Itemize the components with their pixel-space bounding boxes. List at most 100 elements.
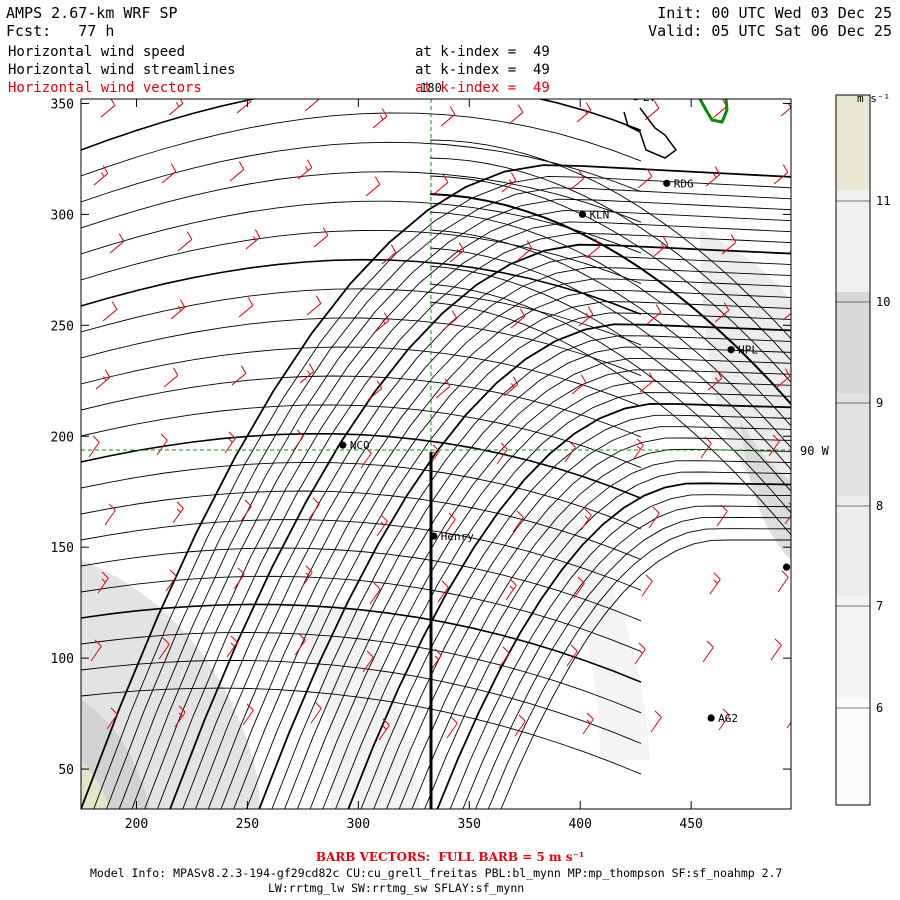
station-marker bbox=[707, 714, 715, 722]
streamline bbox=[373, 426, 791, 809]
wind-barb bbox=[109, 233, 125, 254]
wind-barb bbox=[313, 227, 329, 248]
wind-barb bbox=[310, 701, 322, 724]
wind-barb bbox=[88, 435, 100, 458]
streamline bbox=[169, 243, 791, 809]
wind-barb bbox=[367, 380, 383, 401]
streamline bbox=[233, 301, 791, 809]
wind-barb bbox=[571, 374, 587, 395]
streamline bbox=[131, 210, 791, 809]
streamline bbox=[449, 494, 791, 809]
streamline bbox=[81, 258, 642, 316]
station-marker bbox=[578, 210, 587, 218]
streamline bbox=[386, 437, 791, 809]
wind-barb bbox=[231, 365, 247, 386]
streamline bbox=[429, 157, 791, 362]
wind-barb bbox=[573, 576, 585, 599]
streamline bbox=[322, 380, 791, 809]
wind-barb bbox=[700, 436, 712, 459]
forecast-hour: Fcst: 77 h bbox=[6, 22, 115, 40]
wind-barb bbox=[156, 433, 168, 456]
wind-barb bbox=[299, 363, 315, 384]
streamline bbox=[429, 211, 791, 427]
wind-barb bbox=[768, 434, 780, 457]
y-tick-label: 150 bbox=[51, 541, 74, 556]
wind-barb bbox=[648, 506, 660, 529]
colorbar-tick-label: 11 bbox=[876, 194, 890, 208]
wind-barb bbox=[566, 644, 578, 667]
wind-barb bbox=[582, 712, 594, 735]
station-label: Henry bbox=[441, 530, 474, 543]
streamline bbox=[81, 99, 642, 151]
streamline bbox=[81, 547, 642, 622]
streamline bbox=[156, 232, 791, 809]
wind-barb bbox=[653, 236, 669, 257]
colorbar-segment bbox=[836, 698, 870, 805]
wind-barb bbox=[444, 512, 456, 535]
x-tick-label: 400 bbox=[568, 817, 591, 832]
wind-barb bbox=[496, 442, 508, 465]
streamline bbox=[258, 323, 791, 809]
field-name-streamlines: Horizontal wind streamlines bbox=[8, 62, 236, 78]
field-name-vectors: Horizontal wind vectors bbox=[8, 80, 202, 96]
station-label: HPL bbox=[738, 344, 758, 357]
wind-barb bbox=[369, 582, 381, 605]
wind-barb bbox=[718, 708, 730, 731]
wind-barb bbox=[505, 578, 517, 601]
coast-contour bbox=[623, 107, 678, 159]
wind-barb bbox=[714, 302, 730, 323]
colorbar-tick-label: 6 bbox=[876, 701, 883, 715]
wind-barb bbox=[709, 572, 721, 595]
wind-barb bbox=[168, 99, 184, 116]
streamline bbox=[81, 687, 642, 775]
wind-barb bbox=[304, 99, 320, 112]
streamline bbox=[335, 392, 791, 809]
wind-barb bbox=[512, 510, 524, 533]
station-label: LV bbox=[643, 91, 657, 104]
x-tick-label: 450 bbox=[679, 817, 702, 832]
wind-speed-shading bbox=[81, 230, 791, 809]
streamline bbox=[429, 193, 791, 406]
colorbar-segment bbox=[836, 292, 870, 393]
y-tick-label: 50 bbox=[58, 763, 74, 778]
streamline bbox=[271, 335, 791, 809]
barb-legend: BARB VECTORS: FULL BARB = 5 m s⁻¹ bbox=[315, 850, 585, 864]
wind-barb bbox=[238, 297, 254, 318]
streamline bbox=[296, 357, 791, 809]
wind-barb bbox=[430, 648, 442, 671]
wind-barb bbox=[97, 571, 109, 594]
wind-barb bbox=[240, 499, 252, 522]
colorbar-segment bbox=[836, 496, 870, 596]
streamline bbox=[81, 575, 642, 652]
streamline bbox=[81, 112, 642, 177]
streamline bbox=[429, 139, 791, 340]
wind-barb bbox=[514, 714, 526, 737]
wind-barb bbox=[437, 580, 449, 603]
wind-barb bbox=[106, 707, 118, 730]
wind-barb bbox=[170, 299, 186, 320]
colorbar-segment bbox=[836, 393, 870, 496]
wind-barb bbox=[510, 308, 526, 329]
streamline bbox=[429, 265, 791, 492]
wind-barb bbox=[229, 161, 245, 182]
station-label: RDG bbox=[674, 177, 694, 190]
wind-barb bbox=[569, 170, 585, 191]
wind-barb bbox=[245, 229, 261, 250]
wind-barb bbox=[639, 372, 655, 393]
streamline bbox=[81, 433, 642, 499]
colorbar-tick-label: 8 bbox=[876, 499, 883, 513]
streamline bbox=[81, 288, 642, 346]
wind-barb bbox=[501, 172, 517, 193]
wind-barb bbox=[775, 368, 791, 389]
wind-barb bbox=[226, 635, 238, 658]
wind-barb bbox=[721, 234, 737, 255]
streamline bbox=[360, 414, 791, 809]
x-tick-label: 300 bbox=[347, 817, 370, 832]
colorbar: 11 10 9 8 7 6 m s⁻¹ bbox=[835, 92, 890, 806]
wind-barb bbox=[650, 710, 662, 733]
streamline bbox=[81, 603, 642, 683]
wind-barb bbox=[294, 633, 306, 656]
wind-barb bbox=[102, 301, 118, 322]
wind-barb bbox=[770, 638, 782, 661]
streamlines-layer bbox=[81, 99, 791, 809]
